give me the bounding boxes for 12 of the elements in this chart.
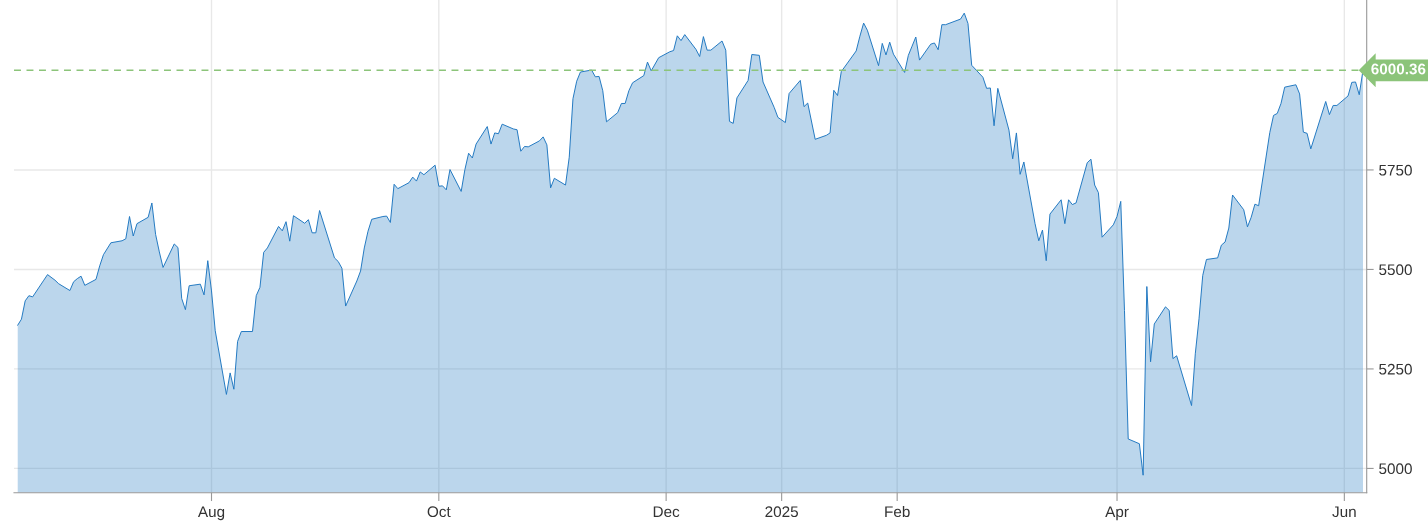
- y-tick-label: 5250: [1379, 363, 1412, 375]
- x-tick-label: Apr: [1105, 506, 1129, 521]
- x-tick-label: 2025: [765, 506, 798, 518]
- x-tick-label: Jun: [1332, 506, 1356, 518]
- y-tick-label: 5000: [1379, 463, 1412, 475]
- y-tick-label: 5500: [1379, 264, 1412, 276]
- x-tick-label: Dec: [653, 506, 680, 518]
- ref-line-label: 6000.36: [1371, 63, 1426, 75]
- x-tick-label: Aug: [197, 506, 225, 521]
- x-tick-label: Feb: [885, 505, 910, 518]
- x-tick-label: Oct: [427, 506, 451, 518]
- y-tick-label: 5750: [1379, 164, 1412, 176]
